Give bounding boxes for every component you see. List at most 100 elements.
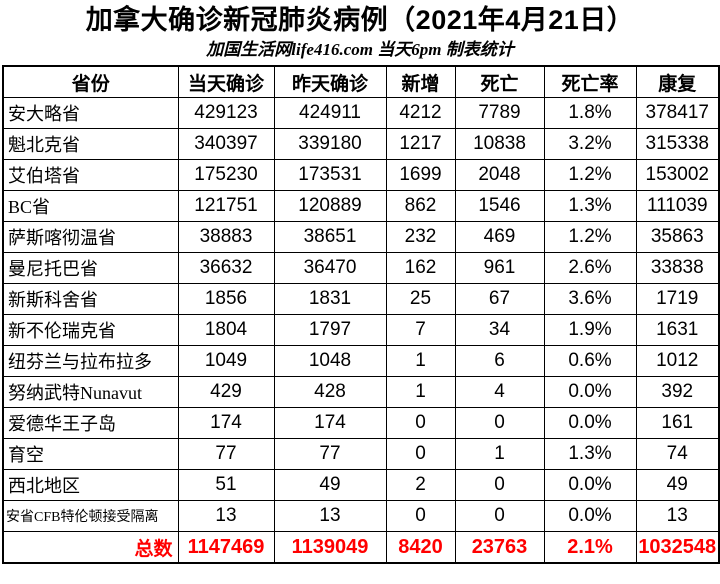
value-cell: 0 — [385, 500, 456, 532]
header-row: 省份 当天确诊 昨天确诊 新增 死亡 死亡率 康复 — [2, 65, 720, 98]
header-cell: 康复 — [635, 65, 720, 98]
header-cell: 昨天确诊 — [273, 65, 387, 98]
value-cell: 2 — [385, 469, 456, 501]
value-cell: 0 — [385, 438, 456, 470]
value-cell: 174 — [273, 407, 387, 439]
value-cell: 0.0% — [543, 469, 637, 501]
table-row: 新不伦瑞克省 1804 1797 7 34 1.9% 1631 — [2, 314, 720, 346]
value-cell: 38651 — [273, 221, 387, 253]
value-cell: 36470 — [273, 252, 387, 284]
value-cell: 339180 — [273, 128, 387, 160]
header-cell: 省份 — [2, 65, 179, 98]
page-title: 加拿大确诊新冠肺炎病例（2021年4月21日） — [85, 5, 635, 35]
value-cell: 38883 — [177, 221, 275, 253]
value-cell: 1831 — [273, 283, 387, 315]
table-row: 新斯科舍省 1856 1831 25 67 3.6% 1719 — [2, 283, 720, 315]
value-cell: 25 — [385, 283, 456, 315]
value-cell: 1 — [385, 345, 456, 377]
total-value-cell: 1147469 — [177, 531, 275, 564]
value-cell: 1 — [385, 376, 456, 408]
table-row: 艾伯塔省 175230 173531 1699 2048 1.2% 153002 — [2, 159, 720, 191]
value-cell: 1.9% — [543, 314, 637, 346]
value-cell: 1856 — [177, 283, 275, 315]
value-cell: 33838 — [635, 252, 720, 284]
value-cell: 0.0% — [543, 500, 637, 532]
value-cell: 469 — [454, 221, 545, 253]
table-row: 西北地区 51 49 2 0 0.0% 49 — [2, 469, 720, 501]
table-row: 爱德华王子岛 174 174 0 0 0.0% 161 — [2, 407, 720, 439]
value-cell: 424911 — [273, 97, 387, 129]
table-row: 努纳武特Nunavut 429 428 1 4 0.0% 392 — [2, 376, 720, 408]
table-row: 安省CFB特伦顿接受隔离 13 13 0 0 0.0% 13 — [2, 500, 720, 532]
value-cell: 0 — [454, 469, 545, 501]
value-cell: 0.0% — [543, 407, 637, 439]
province-cell: 魁北克省 — [2, 128, 179, 160]
value-cell: 173531 — [273, 159, 387, 191]
province-cell: 新不伦瑞克省 — [2, 314, 179, 346]
value-cell: 121751 — [177, 190, 275, 222]
value-cell: 7 — [385, 314, 456, 346]
value-cell: 153002 — [635, 159, 720, 191]
value-cell: 1 — [454, 438, 545, 470]
value-cell: 4 — [454, 376, 545, 408]
value-cell: 2.6% — [543, 252, 637, 284]
table-row: 曼尼托巴省 36632 36470 162 961 2.6% 33838 — [2, 252, 720, 284]
table-row: 萨斯喀彻温省 38883 38651 232 469 1.2% 35863 — [2, 221, 720, 253]
province-cell: 西北地区 — [2, 469, 179, 501]
value-cell: 1719 — [635, 283, 720, 315]
value-cell: 67 — [454, 283, 545, 315]
value-cell: 378417 — [635, 97, 720, 129]
total-value-cell: 23763 — [454, 531, 545, 564]
province-cell: 萨斯喀彻温省 — [2, 221, 179, 253]
header-cell: 当天确诊 — [177, 65, 275, 98]
value-cell: 3.6% — [543, 283, 637, 315]
value-cell: 1049 — [177, 345, 275, 377]
value-cell: 162 — [385, 252, 456, 284]
total-value-cell: 1139049 — [273, 531, 387, 564]
table-row: BC省 121751 120889 862 1546 1.3% 111039 — [2, 190, 720, 222]
value-cell: 77 — [273, 438, 387, 470]
covid-cases-table: 省份 当天确诊 昨天确诊 新增 死亡 死亡率 康复 安大略省 429123 424911 4212… — [2, 65, 720, 564]
value-cell: 175230 — [177, 159, 275, 191]
value-cell: 1.2% — [543, 159, 637, 191]
value-cell: 13 — [177, 500, 275, 532]
value-cell: 1217 — [385, 128, 456, 160]
value-cell: 1048 — [273, 345, 387, 377]
table-row: 魁北克省 340397 339180 1217 10838 3.2% 315338 — [2, 128, 720, 160]
header-cell: 死亡率 — [543, 65, 637, 98]
value-cell: 1797 — [273, 314, 387, 346]
province-cell: 曼尼托巴省 — [2, 252, 179, 284]
province-cell: BC省 — [2, 190, 179, 222]
total-value-cell: 8420 — [385, 531, 456, 564]
value-cell: 0.6% — [543, 345, 637, 377]
header-cell: 死亡 — [454, 65, 545, 98]
value-cell: 0.0% — [543, 376, 637, 408]
total-label: 总数 — [2, 531, 179, 564]
page-subtitle: 加国生活网life416.com 当天6pm 制表统计 — [206, 40, 514, 59]
value-cell: 340397 — [177, 128, 275, 160]
province-cell: 安省CFB特伦顿接受隔离 — [2, 500, 179, 532]
table-body: 安大略省 429123 424911 4212 7789 1.8% 378417 魁北克省 34… — [2, 97, 720, 532]
value-cell: 1699 — [385, 159, 456, 191]
value-cell: 111039 — [635, 190, 720, 222]
value-cell: 49 — [273, 469, 387, 501]
province-cell: 努纳武特Nunavut — [2, 376, 179, 408]
value-cell: 0 — [385, 407, 456, 439]
value-cell: 1804 — [177, 314, 275, 346]
value-cell: 428 — [273, 376, 387, 408]
value-cell: 1.3% — [543, 190, 637, 222]
province-cell: 纽芬兰与拉布拉多 — [2, 345, 179, 377]
value-cell: 1546 — [454, 190, 545, 222]
value-cell: 429123 — [177, 97, 275, 129]
value-cell: 34 — [454, 314, 545, 346]
value-cell: 174 — [177, 407, 275, 439]
value-cell: 74 — [635, 438, 720, 470]
header-cell: 新增 — [385, 65, 456, 98]
value-cell: 0 — [454, 407, 545, 439]
value-cell: 1012 — [635, 345, 720, 377]
total-value-cell: 2.1% — [543, 531, 637, 564]
value-cell: 392 — [635, 376, 720, 408]
value-cell: 13 — [273, 500, 387, 532]
value-cell: 4212 — [385, 97, 456, 129]
